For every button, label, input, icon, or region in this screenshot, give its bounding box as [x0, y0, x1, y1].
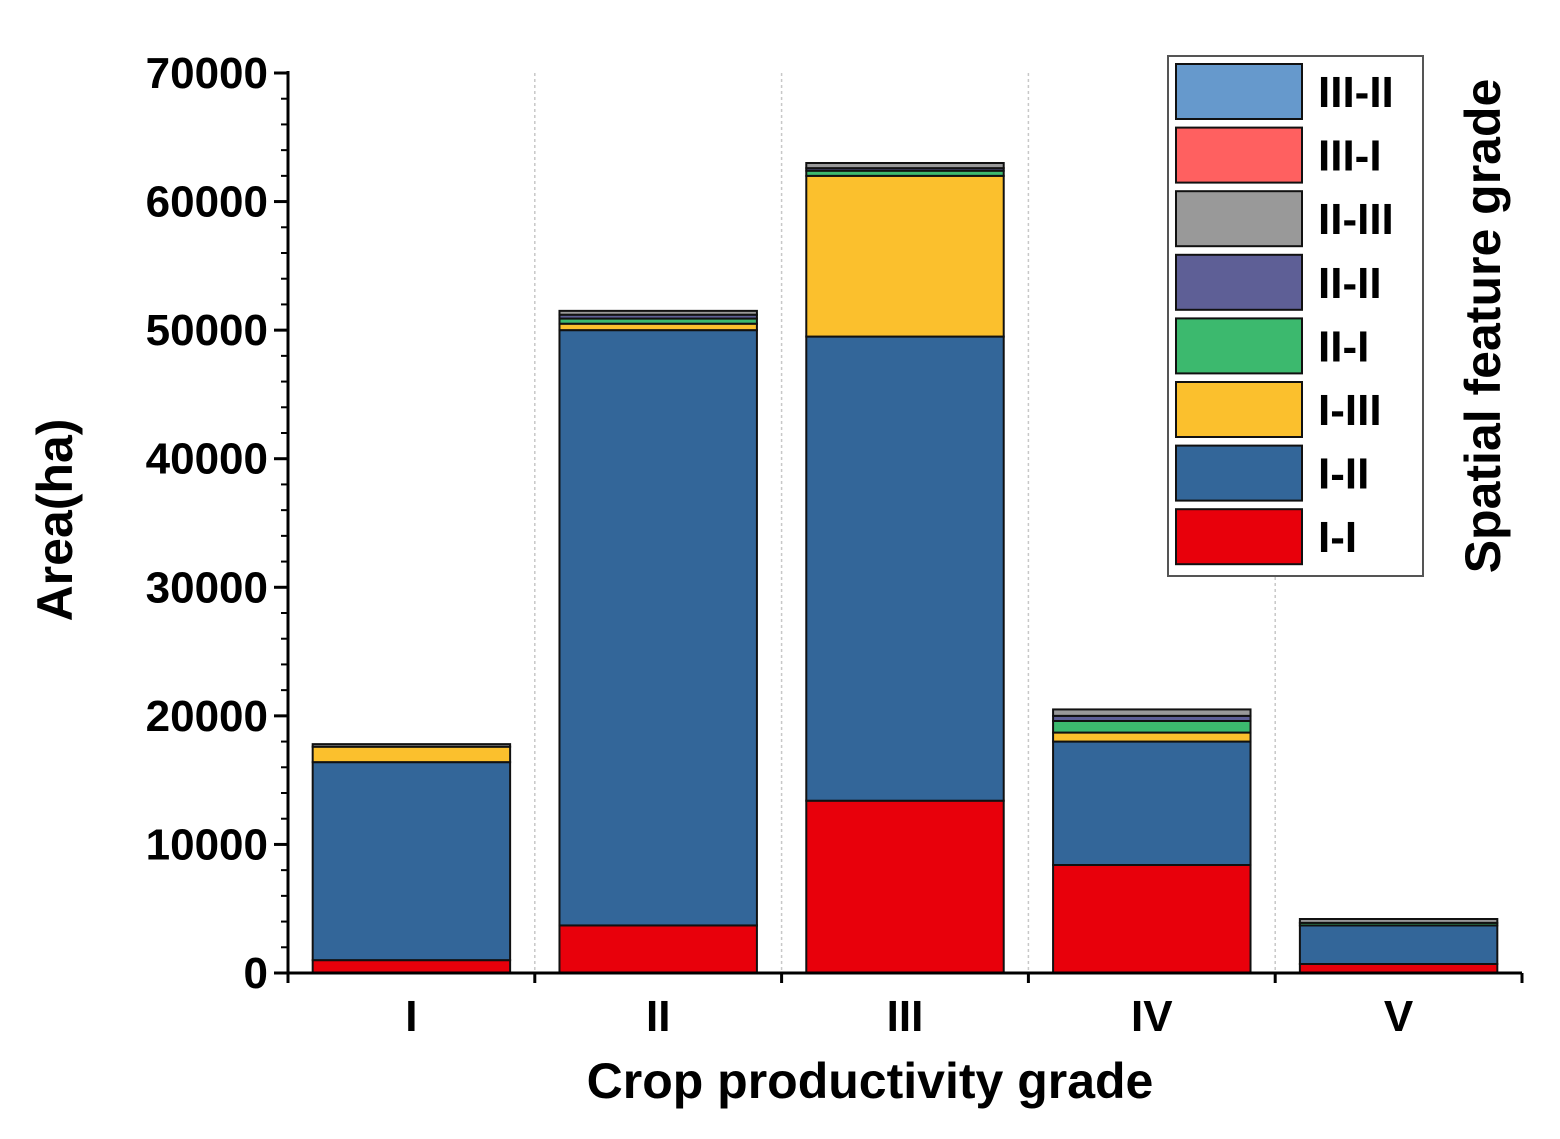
x-tick-label-I: I — [405, 992, 417, 1041]
legend-label-II-III: II-III — [1318, 195, 1394, 244]
bar-segment-III-I-III — [805, 174, 1005, 338]
bar-segment-I-I-II — [311, 761, 512, 962]
bar-segment-IV-II-III — [1052, 708, 1252, 717]
bar-segment-IV-I-II — [1052, 740, 1252, 866]
bar-segment-I-I-I — [311, 959, 512, 975]
bar-segment-II-I-I — [558, 924, 758, 975]
legend-swatch-II-III — [1175, 190, 1303, 248]
legend-label-I-II: I-II — [1318, 450, 1369, 499]
y-tick-label: 30000 — [146, 563, 268, 612]
y-tick-label: 50000 — [146, 306, 268, 355]
y-tick-label: 20000 — [146, 692, 268, 741]
x-tick-label-IV: IV — [1131, 992, 1173, 1041]
legend-label-I-I: I-I — [1318, 513, 1357, 562]
bar-segment-IV-I-I — [1052, 864, 1252, 974]
y-tick-label: 60000 — [146, 178, 268, 227]
legend-swatch-III-I — [1175, 126, 1303, 184]
bar-segment-III-II-III — [805, 162, 1005, 170]
x-axis-ticks: I II III IV V — [286, 973, 1524, 1041]
legend-swatch-III-II — [1175, 63, 1303, 120]
legend-swatch-II-I — [1175, 317, 1303, 375]
legend: III-II III-I II-III II-II II-I I-III I-II I-I — [1167, 55, 1424, 577]
x-axis-title: Crop productivity grade — [587, 1053, 1154, 1109]
y-tick-label: 10000 — [146, 820, 268, 869]
y-tick-label: 0 — [244, 949, 268, 998]
legend-label-II-I: II-I — [1318, 322, 1369, 371]
bar-segment-I-I-III — [311, 745, 512, 764]
legend-label-III-I: III-I — [1318, 132, 1382, 181]
y-axis-ticks: 0 10000 20000 30000 40000 50000 60000 70000 — [146, 49, 288, 998]
legend-label-I-III: I-III — [1318, 386, 1382, 435]
legend-label-II-II: II-II — [1318, 259, 1382, 308]
bar-segment-V-II-III — [1298, 918, 1499, 924]
bar-segment-I-II-III — [311, 743, 512, 748]
legend-swatch-I-I — [1175, 508, 1303, 566]
legend-label-III-II: III-II — [1318, 68, 1394, 117]
axes — [286, 71, 1522, 975]
bar-segment-IV-II-I — [1052, 720, 1252, 734]
x-tick-label-V: V — [1384, 992, 1414, 1041]
bar-segment-III-I-I — [805, 799, 1005, 975]
legend-title: Spatial feature grade — [1455, 79, 1511, 574]
bars — [311, 162, 1499, 975]
y-tick-label: 40000 — [146, 435, 268, 484]
x-tick-label-III: III — [887, 992, 924, 1041]
bar-segment-II-I-II — [558, 329, 758, 927]
x-tick-label-II: II — [646, 992, 670, 1041]
legend-swatch-II-II — [1175, 253, 1303, 311]
legend-swatch-I-III — [1175, 381, 1303, 438]
bar-segment-II-II-III — [558, 309, 758, 316]
bar-segment-V-I-II — [1298, 924, 1499, 966]
bar-segment-III-I-II — [805, 335, 1005, 802]
y-tick-label: 70000 — [146, 49, 268, 98]
y-axis-title: Area(ha) — [27, 419, 83, 622]
legend-swatch-I-II — [1175, 444, 1303, 502]
bar-segment-IV-I-III — [1052, 731, 1252, 743]
